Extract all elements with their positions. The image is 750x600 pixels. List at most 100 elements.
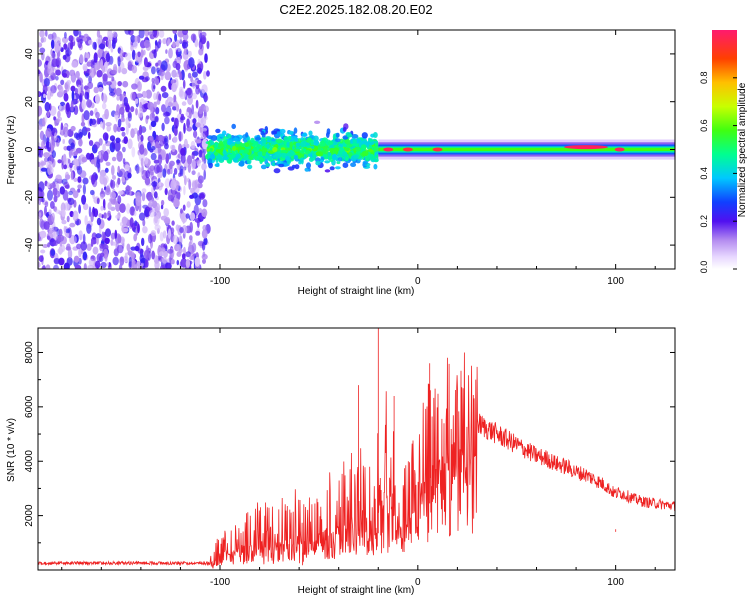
noise-blob — [39, 130, 45, 141]
noise-blob — [172, 234, 179, 245]
noise-blob — [190, 250, 195, 260]
noise-blob — [179, 72, 183, 81]
noise-blob — [96, 217, 102, 226]
noise-blob — [74, 264, 82, 269]
noise-blob — [110, 232, 116, 240]
noise-blob — [164, 188, 168, 196]
noise-blob — [150, 146, 156, 151]
noise-blob — [162, 111, 170, 118]
noise-blob — [73, 132, 79, 139]
signal-blob — [346, 133, 353, 138]
noise-blob — [93, 141, 100, 149]
snr-line — [38, 328, 675, 569]
noise-blob — [65, 228, 71, 234]
noise-blob — [73, 105, 79, 115]
snr-x-ticks: -100 0 100 — [61, 328, 656, 588]
noise-blob — [53, 195, 58, 203]
noise-blob — [38, 255, 44, 262]
noise-blob — [170, 179, 177, 191]
signal-blob — [365, 156, 370, 162]
signal-blob — [339, 138, 344, 144]
noise-blob — [38, 142, 41, 147]
noise-blob — [197, 79, 202, 85]
noise-blob — [119, 106, 125, 115]
noise-blob — [175, 62, 181, 71]
noise-blob — [158, 38, 162, 45]
noise-blob — [183, 185, 186, 196]
signal-blob — [356, 138, 360, 144]
signal-blob — [272, 141, 277, 145]
signal-band — [378, 147, 675, 152]
signal-blob — [312, 140, 320, 146]
noise-blob — [61, 219, 67, 225]
signal-blob — [304, 167, 310, 172]
snr-y-label: SNR (10 * v/v) — [6, 418, 17, 482]
signal-blob — [247, 164, 253, 170]
noise-blob — [187, 87, 193, 99]
noise-blob — [133, 127, 138, 135]
signal-blob — [231, 149, 239, 155]
noise-blob — [175, 103, 180, 112]
noise-blob — [146, 115, 150, 120]
noise-blob — [170, 79, 174, 84]
noise-blob — [60, 122, 64, 131]
noise-blob — [145, 170, 151, 179]
colorbar-tick-label: 0.0 — [699, 261, 709, 274]
noise-blob — [78, 230, 83, 241]
signal-blob — [215, 154, 223, 160]
noise-blob — [179, 235, 183, 246]
signal-blob — [253, 146, 257, 152]
noise-blob — [116, 95, 120, 101]
noise-blob — [68, 35, 74, 42]
signal-blob — [254, 137, 262, 141]
noise-blob — [204, 53, 208, 63]
signal-blob — [218, 140, 224, 147]
noise-blob — [47, 235, 51, 240]
y-tick-label: -40 — [24, 237, 35, 252]
noise-blob — [106, 262, 110, 267]
signal-hotspot — [402, 147, 413, 152]
noise-blob — [39, 230, 47, 239]
noise-blob — [137, 51, 141, 58]
signal-blob — [265, 162, 271, 167]
noise-blob — [65, 49, 72, 57]
noise-blob — [195, 122, 201, 128]
signal-blob — [260, 130, 265, 136]
signal-blob — [338, 143, 343, 148]
noise-blob — [189, 212, 196, 221]
noise-blob — [66, 215, 70, 223]
signal-hotspot — [564, 145, 608, 150]
noise-blob — [116, 244, 124, 254]
x-tick-label: -100 — [210, 577, 230, 588]
noise-blob — [133, 233, 138, 242]
signal-blob — [297, 138, 302, 142]
noise-blob — [131, 260, 138, 269]
noise-blob — [84, 91, 89, 100]
noise-blob — [164, 178, 171, 189]
noise-blob — [189, 221, 193, 233]
noise-blob — [91, 174, 96, 185]
noise-blob — [105, 185, 111, 193]
noise-blob — [104, 254, 108, 262]
signal-blob — [280, 133, 284, 138]
signal-blob — [345, 156, 349, 162]
noise-blob — [173, 127, 178, 136]
noise-blob — [121, 228, 129, 233]
noise-blob — [57, 110, 61, 118]
signal-blob — [278, 163, 285, 168]
noise-blob — [84, 57, 88, 63]
noise-blob — [41, 197, 45, 203]
noise-blob — [48, 209, 52, 216]
noise-blob — [191, 104, 194, 115]
noise-blob — [58, 246, 63, 255]
noise-blob — [82, 184, 86, 195]
noise-blob — [70, 85, 76, 92]
noise-blob — [159, 231, 164, 242]
snr-panel: -100 0 100 2000 4000 6000 8000 Height of stra… — [6, 327, 676, 596]
signal-blob — [244, 142, 250, 147]
signal-blob — [350, 162, 357, 167]
noise-blob — [58, 85, 64, 96]
y-tick-label: 40 — [24, 48, 35, 60]
noise-blob — [165, 49, 168, 54]
noise-blob — [124, 252, 128, 261]
